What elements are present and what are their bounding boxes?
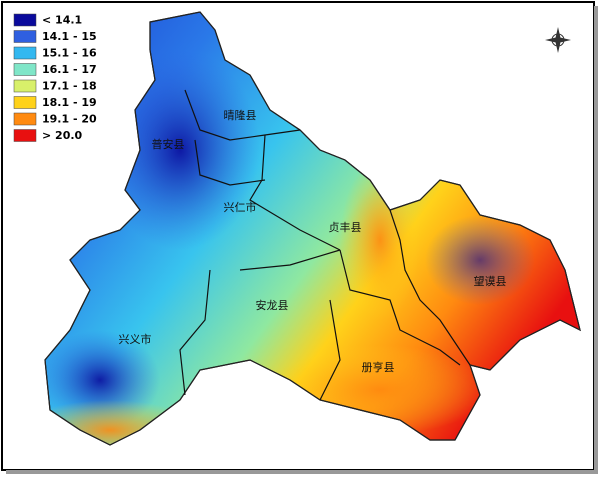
legend-label: 19.1 - 20 — [42, 113, 97, 126]
legend-label: 14.1 - 15 — [42, 30, 97, 43]
county-label: 册亨县 — [362, 360, 395, 374]
county-label: 兴仁市 — [224, 200, 257, 214]
legend-swatch — [13, 30, 37, 43]
frame-shadow — [594, 6, 598, 474]
legend-swatch — [13, 13, 37, 27]
county-label: 贞丰县 — [329, 220, 362, 234]
legend-swatch — [13, 79, 37, 93]
legend-swatch — [13, 96, 37, 109]
legend-label: 16.1 - 17 — [42, 63, 97, 76]
legend-swatch — [13, 129, 37, 142]
legend: < 14.1 14.1 - 15 15.1 - 16 16.1 - 17 17.1 - … — [13, 13, 97, 142]
compass — [545, 27, 571, 53]
frame-shadow — [6, 470, 598, 474]
county-label: 兴义市 — [119, 332, 152, 346]
county-label: 普安县 — [152, 137, 185, 151]
county-label: 望谟县 — [474, 275, 507, 288]
county-label: 安龙县 — [256, 298, 289, 312]
county-label: 晴隆县 — [224, 108, 257, 122]
legend-label: 15.1 - 16 — [42, 47, 97, 60]
legend-label: 17.1 - 18 — [42, 80, 97, 93]
county-boundaries — [179, 89, 471, 401]
legend-swatch — [13, 112, 37, 126]
region-outline — [44, 11, 581, 446]
legend-label: < 14.1 — [42, 14, 82, 27]
legend-label: 18.1 - 19 — [42, 96, 97, 109]
legend-swatch — [13, 46, 37, 60]
legend-label: > 20.0 — [42, 129, 83, 142]
legend-swatch — [13, 63, 37, 76]
